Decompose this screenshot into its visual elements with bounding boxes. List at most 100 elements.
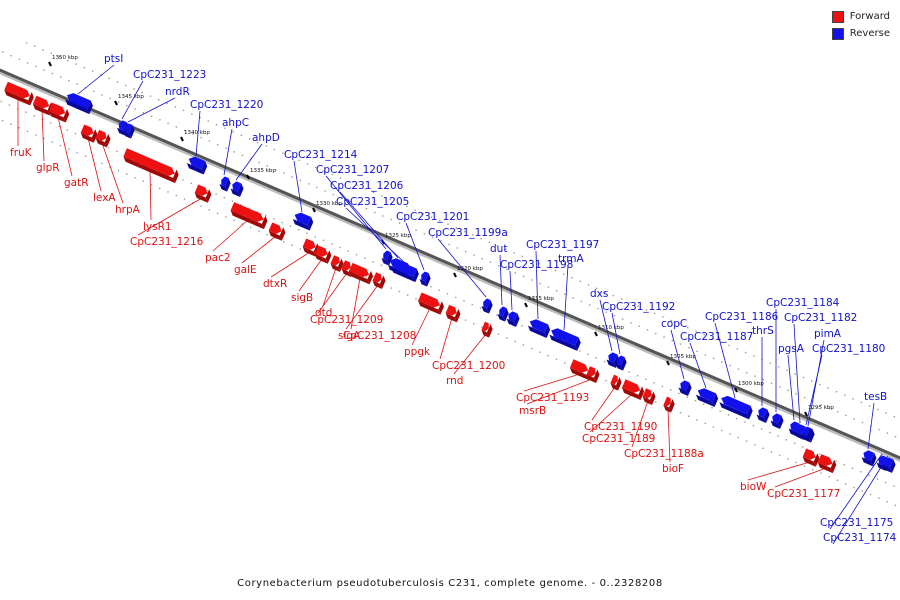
scale-dot: [10, 123, 12, 125]
gene-body: [790, 421, 800, 432]
gene-shade: [80, 132, 94, 143]
scale-dot: [167, 122, 169, 125]
gene-cpc231-1216: [194, 184, 212, 203]
scale-dot: [488, 241, 491, 243]
label-glpr: glpR: [36, 162, 60, 174]
gene-body: [330, 255, 340, 266]
gene-siga: [372, 272, 386, 289]
scale-dot: [679, 412, 682, 414]
label-cpc231-1174: CpC231_1174: [823, 532, 897, 544]
scale-dot: [777, 435, 779, 437]
gene-shade: [63, 109, 70, 123]
gene-shade: [889, 459, 896, 473]
scale-dot: [613, 315, 616, 317]
gene-shade: [349, 271, 370, 285]
leader-dut: [499, 254, 503, 306]
scale-dot: [779, 454, 781, 457]
scale-dot: [215, 193, 217, 195]
scale-dot: [795, 393, 797, 395]
leader-cpc231-1199a: [437, 238, 487, 298]
gene-shade: [481, 329, 490, 338]
label-hrpa: hrpA: [115, 204, 141, 216]
genome-caption: Corynebacterium pseudotuberculosis C231,…: [237, 578, 663, 589]
gene-body: [610, 374, 618, 385]
scale-dot: [579, 280, 581, 282]
leader-cpc231-1177: [774, 467, 827, 488]
scale-dot: [207, 120, 209, 122]
leader-cpc231-1189: [589, 393, 633, 433]
scale-dot: [397, 202, 400, 204]
gene-cpc231-1177: [817, 454, 837, 474]
scale-dot: [398, 222, 401, 224]
gene-shade: [391, 267, 416, 283]
scale-dot: [233, 151, 235, 153]
label-siga: sigA: [338, 330, 361, 342]
gene-shade: [224, 178, 231, 192]
scale-dot: [331, 173, 333, 176]
gene-shade: [685, 382, 692, 396]
gene-cpc231-1189: [621, 379, 645, 400]
gene-body: [80, 124, 94, 136]
scale-dot: [530, 259, 532, 261]
scale-dot: [84, 155, 87, 157]
scale-dot: [546, 266, 548, 268]
gene-shade: [606, 359, 616, 368]
label-cpc231-1206: CpC231_1206: [330, 180, 404, 192]
scale-dot: [265, 145, 267, 147]
scale-dot: [415, 229, 417, 231]
scale-dot: [365, 208, 368, 210]
scale-dot: [248, 138, 251, 140]
leader-cpc231-1201: [405, 222, 425, 271]
scale-dot: [126, 104, 128, 107]
scale-dot: [240, 204, 242, 206]
scale-dot: [74, 132, 77, 135]
scale-dot: [479, 307, 482, 309]
scale-dot: [141, 91, 143, 94]
label-cpc231-1199a: CpC231_1199a: [428, 227, 508, 239]
scale-dot: [506, 268, 508, 271]
gene-shade: [372, 280, 382, 289]
scale-dot: [93, 90, 95, 92]
scale-dot: [754, 444, 756, 446]
scale-dot: [372, 191, 375, 193]
scale-dot: [580, 300, 583, 303]
gene-shade: [506, 318, 516, 327]
scale-dot: [779, 386, 781, 388]
tick-mark: [594, 331, 598, 337]
scale-dot: [225, 216, 227, 218]
scale-dot: [778, 366, 780, 368]
scale-dot: [878, 497, 880, 499]
gene-shade: [613, 354, 620, 368]
scale-dot: [216, 212, 219, 214]
scale-dot: [744, 421, 746, 423]
scale-dot: [728, 344, 730, 347]
scale-dot: [398, 290, 401, 293]
gene-body: [772, 413, 782, 424]
gene-ppgk: [418, 292, 444, 315]
leader-cpc231-1197: [535, 250, 539, 320]
scale-dot: [51, 141, 53, 143]
scale-dot: [794, 442, 796, 445]
scale-dot: [282, 152, 284, 154]
scale-dot: [679, 343, 682, 345]
leader-cpc231-1180: [805, 354, 823, 426]
scale-dot: [835, 460, 837, 462]
gene-cpc231-1199a: [481, 298, 493, 314]
scale-dot: [836, 479, 839, 481]
scale-dot: [521, 325, 523, 327]
label-cpc231-1190: CpC231_1190: [584, 421, 657, 433]
scale-dot: [0, 100, 2, 103]
scale-dot: [68, 148, 70, 150]
gene-shade: [615, 362, 624, 371]
gene-shade: [746, 405, 753, 420]
gene-ptsi: [65, 93, 93, 115]
scale-dot: [332, 193, 335, 196]
label-biow: bioW: [740, 481, 767, 493]
scale-dot: [711, 407, 713, 409]
scale-dot: [661, 385, 664, 388]
scale-dot: [514, 340, 516, 343]
scale-dot: [837, 411, 839, 413]
gene-shade: [419, 278, 428, 287]
scale-dot: [596, 287, 598, 290]
gene-shade: [205, 189, 212, 203]
